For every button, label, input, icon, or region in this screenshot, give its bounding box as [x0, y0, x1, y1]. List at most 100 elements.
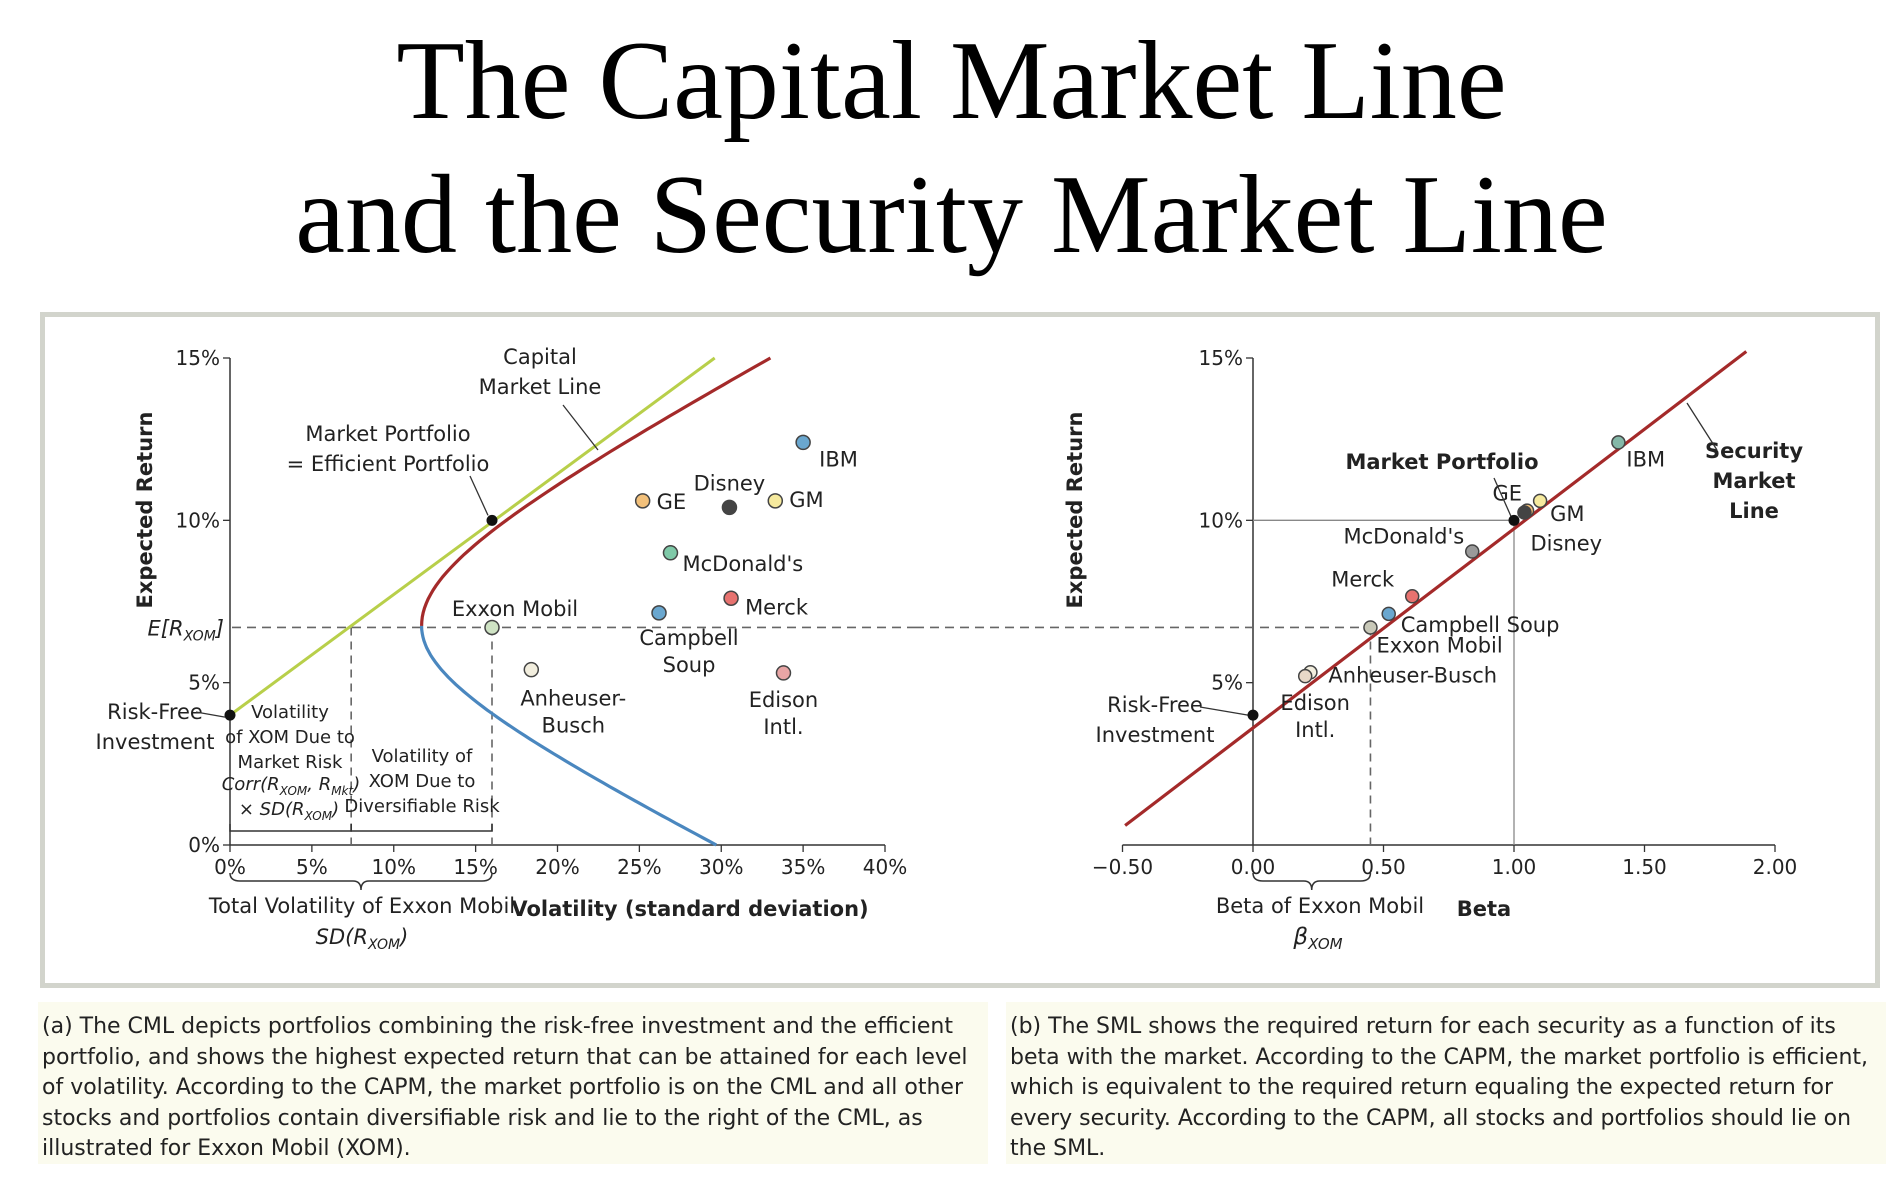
- capital-market-line: [229, 356, 716, 717]
- risk-free-leader: [195, 711, 226, 718]
- cml-y-tick-label: 10%: [176, 508, 220, 532]
- sml-stock-point: [1381, 606, 1396, 622]
- sml-stock-point: [1532, 493, 1548, 509]
- total-volatility-label: Total Volatility of Exxon Mobil: [208, 894, 515, 918]
- cml-x-tick-label: 20%: [535, 855, 579, 879]
- cml-x-tick-label: 35%: [781, 855, 825, 879]
- title-line-2: and the Security Market Line: [295, 153, 1608, 277]
- cml-x-tick-label: 15%: [453, 855, 497, 879]
- cml-x-tick-label: 25%: [617, 855, 661, 879]
- cml-x-tick-label: 10%: [372, 855, 416, 879]
- market-portfolio-label: Market Portfolio = Efficient Portfolio: [287, 422, 490, 476]
- stock-label: GE: [657, 490, 687, 514]
- page-title: The Capital Market Line and the Security…: [0, 14, 1903, 282]
- sml-x-tick-label: 0.50: [1361, 855, 1406, 879]
- beta-exxon-label: Beta of Exxon Mobil: [1216, 894, 1424, 918]
- cml-label-leader: [562, 404, 599, 451]
- risk-free-label: Risk-Free Investment: [96, 700, 215, 754]
- stock-label: Campbell Soup: [639, 626, 738, 677]
- diversifiable-risk-label: Volatility of XOM Due to Diversifiable Ris…: [344, 746, 500, 817]
- stock-label: McDonald's: [682, 552, 803, 576]
- sml-stock-point: [1517, 505, 1532, 520]
- cml-y-tick-label: 15%: [176, 346, 220, 370]
- beta-brace: [1252, 872, 1372, 891]
- efficient-frontier-upper: [420, 356, 772, 626]
- stock-label: IBM: [819, 447, 858, 471]
- sml-x-tick-label: 1.50: [1622, 855, 1667, 879]
- stock-point: [775, 665, 792, 681]
- sml-y-tick-label: 10%: [1199, 508, 1243, 532]
- total-volatility-brace: [229, 872, 493, 891]
- cml-x-tick-label: 40%: [863, 855, 907, 879]
- sml-stock-point: [1611, 435, 1626, 450]
- sml-y-axis-label: Expected Return: [1063, 412, 1087, 609]
- sml-stock-label: Merck: [1331, 567, 1395, 591]
- stock-point: [795, 434, 811, 451]
- caption-a: (a) The CML depicts portfolios combining…: [38, 1002, 988, 1164]
- charts-svg: 0% 5% 10% 15% 20% 25% 30% 35% 40%0%5%10%15%Expec…: [96, 345, 1804, 953]
- cml-y-tick-label: 5%: [188, 671, 220, 695]
- stock-point: [662, 545, 679, 561]
- cml-y-axis-label: Expected Return: [133, 412, 157, 609]
- stock-point: [523, 661, 540, 678]
- figure-panel: [40, 312, 1880, 988]
- security-market-line: [1124, 350, 1748, 827]
- sml-stock-point: [1297, 668, 1313, 684]
- sml-risk-free-point: [1247, 709, 1259, 721]
- sml-y-tick-label: 5%: [1211, 671, 1243, 695]
- cml-y-tick-label: 0%: [188, 833, 220, 857]
- sml-label-leader: [1686, 402, 1718, 451]
- exxon-mobil-label: Exxon Mobil: [452, 597, 578, 621]
- sml-x-tick-label: 2.00: [1753, 855, 1798, 879]
- sml-x-tick-label: −0.50: [1092, 855, 1153, 879]
- sml-stock-label: IBM: [1626, 447, 1665, 471]
- stock-point: [723, 590, 739, 607]
- stock-label: Edison Intl.: [749, 688, 819, 739]
- market-risk-volatility-label: Volatility of XOM Due to Market Risk: [225, 702, 355, 773]
- caption-b: (b) The SML shows the required return fo…: [1006, 1002, 1886, 1164]
- cml-chart: 0% 5% 10% 15% 20% 25% 30% 35% 40%0%5%10%15%Expec…: [96, 345, 915, 953]
- market-risk-bracket: [229, 824, 352, 832]
- sml-stock-label: Exxon Mobil: [1376, 633, 1502, 657]
- cml-x-tick-label: 5%: [296, 855, 328, 879]
- stock-label: Disney: [694, 471, 766, 495]
- sml-stock-point: [1404, 589, 1420, 604]
- market-portfolio-leader: [469, 475, 489, 516]
- sml-stock-label: GM: [1550, 502, 1584, 526]
- sd-formula-label: × SD(RXOM): [239, 799, 339, 823]
- sml-label: Security Market Line: [1705, 439, 1803, 523]
- sml-x-axis-label: Beta: [1457, 897, 1511, 921]
- cml-expected-return-xom-label: E[RXOM]: [148, 616, 224, 644]
- stock-label: Anheuser-Busch: [520, 687, 626, 738]
- cml-label: Capital Market Line: [479, 345, 602, 399]
- stock-label: GM: [789, 488, 823, 512]
- cml-x-axis-label: Volatility (standard deviation): [511, 897, 868, 921]
- stock-point: [634, 493, 651, 509]
- risk-free-point: [224, 709, 236, 721]
- sml-risk-free-label: Risk-Free Investment: [1096, 693, 1215, 747]
- sml-chart: −0.50 0.00 0.50 1.00 1.50 2.005%10%15%Expecte…: [915, 346, 1803, 953]
- stock-label: Merck: [745, 595, 809, 619]
- sml-stock-label: Campbell Soup: [1401, 613, 1560, 637]
- sml-stock-label: McDonald's: [1343, 525, 1464, 549]
- corr-formula-label: Corr(RXOM, RMkt): [222, 774, 361, 798]
- exxon-mobil-point: [484, 619, 500, 636]
- market-portfolio-point: [486, 514, 498, 526]
- diversifiable-risk-bracket: [350, 824, 493, 832]
- cml-x-tick-label: 30%: [699, 855, 743, 879]
- stock-point: [651, 605, 667, 621]
- beta-xom-symbol: βXOM: [1292, 924, 1342, 953]
- sml-x-tick-label: 1.00: [1492, 855, 1537, 879]
- sml-market-portfolio-point: [1508, 514, 1520, 526]
- sml-y-tick-label: 15%: [1199, 346, 1243, 370]
- sml-market-portfolio-label: Market Portfolio: [1345, 450, 1538, 474]
- sml-risk-free-leader: [1199, 706, 1249, 716]
- stock-point: [721, 499, 738, 516]
- sml-market-portfolio-leader: [1493, 477, 1512, 517]
- sml-stock-point: [1464, 544, 1480, 559]
- efficient-frontier-lower: [420, 625, 718, 847]
- sml-stock-label: Disney: [1530, 532, 1602, 556]
- sml-stock-label: Edison Intl.: [1280, 691, 1350, 742]
- stock-point: [767, 493, 784, 509]
- sml-stock-label: Anheuser-Busch: [1328, 663, 1497, 687]
